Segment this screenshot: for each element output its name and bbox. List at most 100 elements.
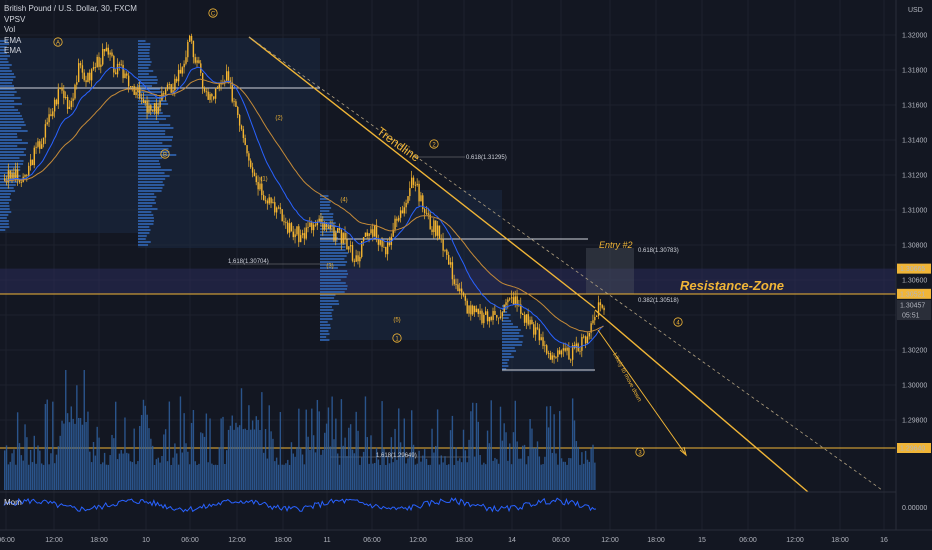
volume-bar xyxy=(355,411,357,490)
volume-bar xyxy=(559,411,561,490)
volume-bar xyxy=(85,422,87,490)
volume-profile-bar xyxy=(320,252,349,254)
volume-bar xyxy=(183,413,185,490)
volume-bar xyxy=(538,456,541,490)
candle-body xyxy=(357,255,359,262)
volume-bar xyxy=(449,430,452,490)
volume-bar xyxy=(48,464,50,490)
volume-profile-bar xyxy=(138,244,149,246)
volume-bar xyxy=(214,464,217,490)
x-tick-label: 06:00 xyxy=(181,537,199,544)
candle-body xyxy=(525,314,528,323)
candle-body xyxy=(603,307,605,311)
candle-body xyxy=(33,147,35,166)
volume-profile-bar xyxy=(320,261,348,263)
volume-bar xyxy=(46,399,48,490)
candle-body xyxy=(139,87,141,99)
volume-bar xyxy=(227,429,230,490)
volume-profile-bar xyxy=(138,148,169,150)
volume-bar xyxy=(510,464,513,490)
candle-body xyxy=(570,359,572,361)
candle-body xyxy=(342,233,344,244)
volume-bar xyxy=(92,441,95,490)
legend-indicator-ema-1[interactable]: EMA xyxy=(4,35,22,45)
volume-bar xyxy=(575,441,578,490)
volume-bar xyxy=(261,392,263,490)
volume-bar xyxy=(115,401,117,490)
candle-body xyxy=(312,224,315,231)
legend-indicator-vpsv[interactable]: VPSV xyxy=(4,14,26,24)
y-tick-label: 1.32000 xyxy=(902,33,927,40)
volume-profile-bar xyxy=(138,172,165,174)
candle-body xyxy=(102,48,104,65)
legend-indicator-ema-2[interactable]: EMA xyxy=(4,46,22,55)
volume-bar xyxy=(53,463,56,490)
candle-body xyxy=(263,195,265,201)
volume-bar xyxy=(520,458,522,490)
wave-circle-icon xyxy=(53,37,63,47)
volume-profile-bar xyxy=(0,61,9,63)
volume-bar xyxy=(150,438,152,490)
fib-label: 1.618(1.30704) xyxy=(228,259,269,265)
candle-body xyxy=(479,310,481,314)
volume-bar xyxy=(142,399,145,490)
volume-bar xyxy=(488,443,491,490)
candle-body xyxy=(48,114,50,123)
candle-body xyxy=(268,197,270,204)
volume-profile-bar xyxy=(138,211,152,213)
volume-bar xyxy=(68,422,71,490)
volume-bar xyxy=(314,452,317,490)
wave-label: (1) xyxy=(260,176,267,182)
volume-profile-bar xyxy=(320,324,331,326)
candle-body xyxy=(314,224,317,226)
volume-profile-bar xyxy=(502,353,512,355)
volume-profile-bar xyxy=(0,103,22,105)
volume-profile-bar xyxy=(320,312,332,314)
candle-body xyxy=(327,227,330,229)
fib-label: 0.618(1.30783) xyxy=(638,248,679,254)
volume-bar xyxy=(527,456,529,490)
candle-body xyxy=(431,229,433,233)
candle-body xyxy=(396,218,398,221)
candle-body xyxy=(5,181,8,183)
volume-bar xyxy=(399,442,402,490)
volume-profile-bar xyxy=(138,154,177,156)
candle-body xyxy=(590,323,592,333)
volume-bar xyxy=(468,439,470,490)
candle-body xyxy=(601,305,603,308)
volume-bar xyxy=(137,461,139,490)
volume-bar xyxy=(435,445,437,490)
candle-body xyxy=(383,246,385,248)
volume-profile-bar xyxy=(138,196,157,198)
entry-label: Entry #2 xyxy=(599,240,633,250)
volume-bar xyxy=(423,449,426,490)
volume-bar xyxy=(163,434,165,490)
candle-body xyxy=(31,159,34,166)
volume-profile-bar xyxy=(138,169,172,171)
volume-bar xyxy=(529,419,531,490)
candle-body xyxy=(544,345,546,347)
legend-indicator-vol[interactable]: Vol xyxy=(4,25,16,34)
candle-body xyxy=(440,238,442,240)
legend-title[interactable]: British Pound / U.S. Dollar, 30, FXCM xyxy=(4,4,137,13)
candle-body xyxy=(177,69,180,82)
x-tick-label: 12:00 xyxy=(45,537,63,544)
x-tick-label: 06:00 xyxy=(363,537,381,544)
candle-body xyxy=(509,298,511,300)
candle-body xyxy=(512,297,515,305)
volume-bar xyxy=(259,429,261,490)
candle-body xyxy=(307,226,309,228)
volume-bar xyxy=(26,437,28,490)
volume-bar xyxy=(477,421,479,490)
volume-bar xyxy=(70,406,72,490)
volume-profile-bar xyxy=(138,61,152,63)
volume-bar xyxy=(411,410,413,490)
volume-profile-bar xyxy=(320,198,329,200)
candle-body xyxy=(120,64,122,66)
volume-bar xyxy=(422,455,424,490)
volume-bar xyxy=(592,444,594,490)
volume-bar xyxy=(83,370,85,490)
volume-profile-bar xyxy=(320,318,333,320)
volume-profile-bar xyxy=(320,216,333,218)
